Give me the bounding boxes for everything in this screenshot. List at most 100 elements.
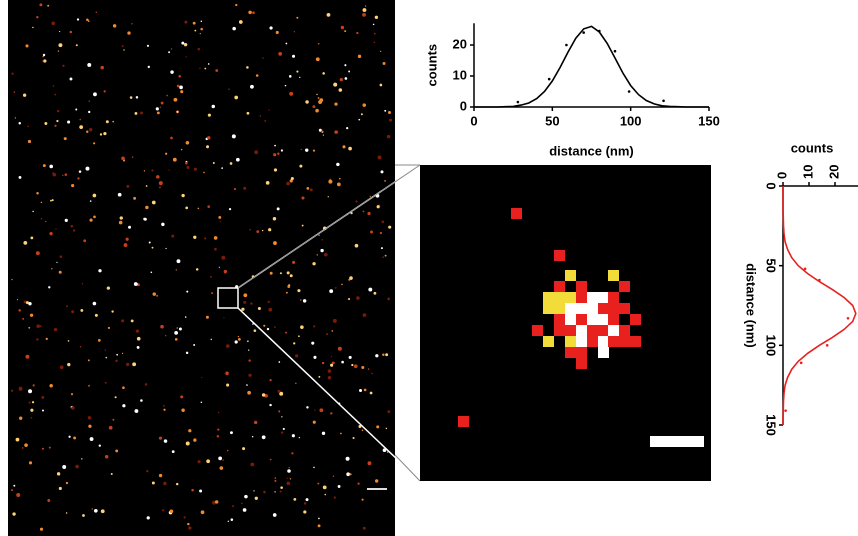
spot [354, 364, 358, 368]
spot [198, 48, 201, 51]
pixel [543, 336, 554, 347]
spot [124, 243, 128, 247]
spot [326, 333, 327, 334]
spot [47, 499, 50, 502]
spot [334, 130, 338, 134]
spot [28, 327, 30, 329]
spot [134, 409, 138, 413]
spot [298, 335, 300, 337]
spot [89, 100, 90, 101]
spot [278, 410, 280, 412]
spot [173, 158, 177, 162]
spot [42, 448, 44, 450]
spot [103, 132, 106, 135]
spot [126, 238, 129, 241]
spot [149, 242, 151, 244]
spot [18, 309, 21, 312]
spot [201, 510, 205, 514]
spot [381, 247, 383, 249]
spot [348, 147, 352, 151]
spot [59, 487, 62, 490]
y-axis-label: counts [791, 140, 834, 155]
spot [238, 336, 239, 337]
y-tick-label: 10 [453, 67, 467, 82]
spot [116, 354, 118, 356]
pixel [619, 303, 630, 314]
spot [201, 377, 202, 378]
spot [344, 64, 346, 66]
spot [320, 249, 323, 252]
spot [186, 141, 190, 145]
spot [160, 325, 164, 329]
spot [43, 164, 46, 167]
spot [241, 308, 244, 311]
spot [295, 354, 298, 357]
spot [65, 173, 68, 176]
spot [145, 206, 148, 209]
pixel [630, 314, 641, 325]
spot [111, 310, 113, 312]
spot [66, 305, 67, 306]
spot [333, 476, 334, 477]
spot [318, 97, 320, 99]
spot [280, 486, 283, 489]
spot [328, 376, 331, 379]
spot [187, 166, 190, 169]
spot [324, 253, 328, 257]
spot [388, 226, 391, 229]
spot [66, 482, 68, 484]
spot [312, 105, 315, 108]
spot [227, 450, 229, 452]
scale-bar [367, 488, 387, 490]
spot [264, 120, 266, 122]
spot [122, 353, 123, 354]
spot [335, 287, 336, 288]
spot [322, 362, 324, 364]
spot [54, 125, 56, 127]
spot [310, 188, 313, 191]
spot [313, 325, 315, 327]
spot [270, 459, 272, 461]
spot [131, 320, 134, 323]
spot [377, 205, 380, 208]
spot [322, 72, 325, 75]
spot [255, 497, 258, 500]
spot [243, 301, 246, 304]
spot [370, 196, 371, 197]
spot [280, 491, 282, 493]
spot [250, 463, 254, 467]
spot [51, 268, 52, 269]
spot [137, 337, 141, 341]
spot [291, 177, 294, 180]
spot [27, 126, 29, 128]
spot [300, 299, 301, 300]
y-tick-label: 0 [774, 172, 789, 179]
spot [26, 301, 29, 304]
spot [126, 185, 129, 188]
spot [118, 193, 122, 197]
spot [328, 369, 332, 373]
pixel [565, 325, 576, 336]
spot [67, 363, 70, 366]
spot [328, 196, 329, 197]
spot [95, 314, 98, 317]
spot [135, 112, 138, 115]
spot [23, 94, 26, 97]
spot [24, 443, 28, 447]
spot [53, 173, 56, 176]
spot [170, 509, 174, 513]
spot [200, 33, 201, 34]
spot [235, 340, 238, 343]
spot [387, 135, 391, 139]
spot [386, 428, 388, 430]
x-tick-label: 100 [764, 334, 779, 356]
spot [303, 299, 306, 302]
spot [188, 429, 191, 432]
spot [228, 521, 229, 522]
spot [64, 137, 67, 140]
spot [333, 319, 337, 323]
spot [105, 455, 108, 458]
spot [334, 103, 337, 106]
spot [151, 169, 153, 171]
spot [248, 359, 250, 361]
